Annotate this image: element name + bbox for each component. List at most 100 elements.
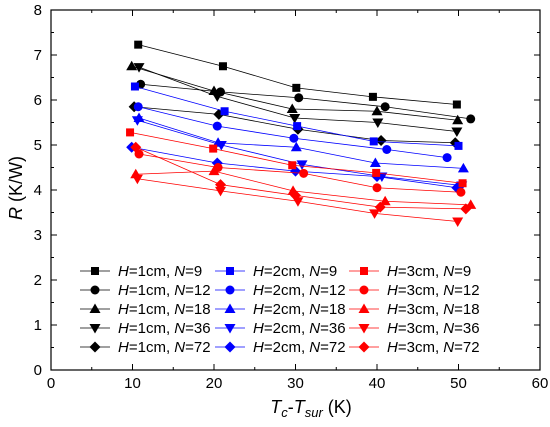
data-point (457, 162, 469, 173)
legend-label-part: =3cm, (398, 301, 443, 318)
x-tick-label: 40 (369, 375, 386, 392)
x-tick-label: 10 (124, 375, 141, 392)
x-tick-label: 30 (287, 375, 304, 392)
data-point (369, 209, 381, 219)
data-point (290, 189, 301, 201)
legend-label-part: H (118, 320, 129, 337)
legend-label-part: N (443, 282, 454, 299)
data-point (380, 102, 390, 112)
legend-entry: H=2cm, N=9 (215, 263, 337, 280)
legend-marker (224, 303, 236, 313)
legend-entry: H=3cm, N=72 (349, 339, 480, 356)
legend-label-part: =2cm, (264, 301, 309, 318)
data-point (374, 201, 386, 213)
legend-label-part: N (174, 339, 185, 356)
legend-label-part: =1cm, (129, 320, 174, 337)
legend-label-part: H (387, 263, 398, 280)
legend-label-part: =3cm, (398, 263, 443, 280)
axes: 0 10 20 30 40 50 60 0 1 2 3 4 5 6 7 8 (34, 2, 549, 392)
legend-label-part: =1cm, (129, 339, 174, 356)
y-tick-label: 3 (34, 227, 42, 244)
x-axis-label-t2: T (294, 397, 307, 417)
legend-entry: H=3cm, N=36 (349, 320, 480, 337)
legend-label-part: =9 (320, 263, 337, 280)
legend-entry: H=2cm, N=36 (215, 320, 346, 337)
y-axis-label: R (K/W) (6, 156, 26, 220)
data-point (208, 165, 220, 176)
data-point (289, 114, 301, 124)
series-14 (131, 174, 464, 227)
data-point (382, 145, 392, 154)
data-point (466, 114, 476, 124)
legend-label-part: =12 (185, 282, 210, 299)
series-layer (126, 40, 477, 227)
legend-marker (225, 285, 235, 295)
legend-label: H=2cm, N=18 (253, 301, 346, 318)
legend-marker (226, 267, 234, 275)
legend-entry: H=2cm, N=72 (215, 339, 346, 356)
data-point (369, 137, 378, 146)
legend-label: H=3cm, N=9 (387, 263, 471, 280)
x-axis-label-sub2: sur (305, 405, 324, 420)
legend-marker (358, 341, 370, 353)
legend-label-part: =2cm, (264, 282, 309, 299)
legend-label: H=2cm, N=72 (253, 339, 346, 356)
series-4 (133, 63, 463, 137)
legend-label-part: =18 (454, 301, 479, 318)
legend-label-part: H (118, 282, 129, 299)
y-tick-label: 7 (34, 47, 42, 64)
legend-entry: H=1cm, N=72 (80, 339, 211, 356)
legend-entry: H=3cm, N=18 (349, 301, 480, 318)
data-point (368, 92, 377, 101)
data-point (212, 121, 222, 131)
legend-label-part: N (309, 320, 320, 337)
data-point (130, 141, 142, 153)
legend-label: H=3cm, N=72 (387, 339, 480, 356)
data-point (209, 144, 218, 153)
legend-label-part: H (253, 263, 264, 280)
legend-marker (358, 303, 370, 313)
legend-label-part: =9 (185, 263, 202, 280)
data-point (133, 102, 143, 112)
legend-label: H=1cm, N=9 (118, 263, 202, 280)
series-6 (130, 82, 463, 150)
data-point (372, 183, 382, 193)
y-tick-label: 8 (34, 2, 42, 19)
data-point (452, 114, 464, 125)
legend-label: H=3cm, N=12 (387, 282, 480, 299)
legend-label-part: =3cm, (398, 320, 443, 337)
y-axis-label-main: R (6, 207, 26, 220)
y-tick-label: 2 (34, 272, 42, 289)
x-tick-label: 60 (532, 375, 549, 392)
legend-label: H=1cm, N=12 (118, 282, 211, 299)
legend-label-part: H (387, 320, 398, 337)
data-point (296, 160, 308, 170)
y-tick-label: 0 (34, 362, 42, 379)
data-point (375, 135, 387, 146)
legend-label-part: =1cm, (129, 301, 174, 318)
legend-label-part: N (443, 301, 454, 318)
legend-marker (89, 303, 101, 313)
legend-label-part: =36 (454, 320, 479, 337)
legend-label: H=3cm, N=36 (387, 320, 480, 337)
legend-label-part: N (174, 282, 185, 299)
data-point (452, 217, 464, 227)
legend-label-part: H (118, 301, 129, 318)
legend-label: H=2cm, N=12 (253, 282, 346, 299)
legend-entry: H=1cm, N=18 (80, 301, 211, 318)
x-tick-label: 50 (450, 375, 467, 392)
legend-entry: H=1cm, N=9 (80, 263, 202, 280)
series-1 (134, 40, 461, 109)
legend-entry: H=2cm, N=18 (215, 301, 346, 318)
legend-label-part: N (174, 320, 185, 337)
legend-label: H=1cm, N=18 (118, 301, 211, 318)
legend-label: H=1cm, N=72 (118, 339, 211, 356)
data-point (369, 157, 381, 167)
data-point (130, 82, 139, 91)
y-tick-label: 4 (34, 182, 42, 199)
legend-marker (224, 324, 236, 334)
legend-label-part: =18 (320, 301, 345, 318)
data-point (126, 60, 138, 71)
series-2 (136, 79, 476, 124)
x-axis-label-dash: - (288, 397, 294, 417)
